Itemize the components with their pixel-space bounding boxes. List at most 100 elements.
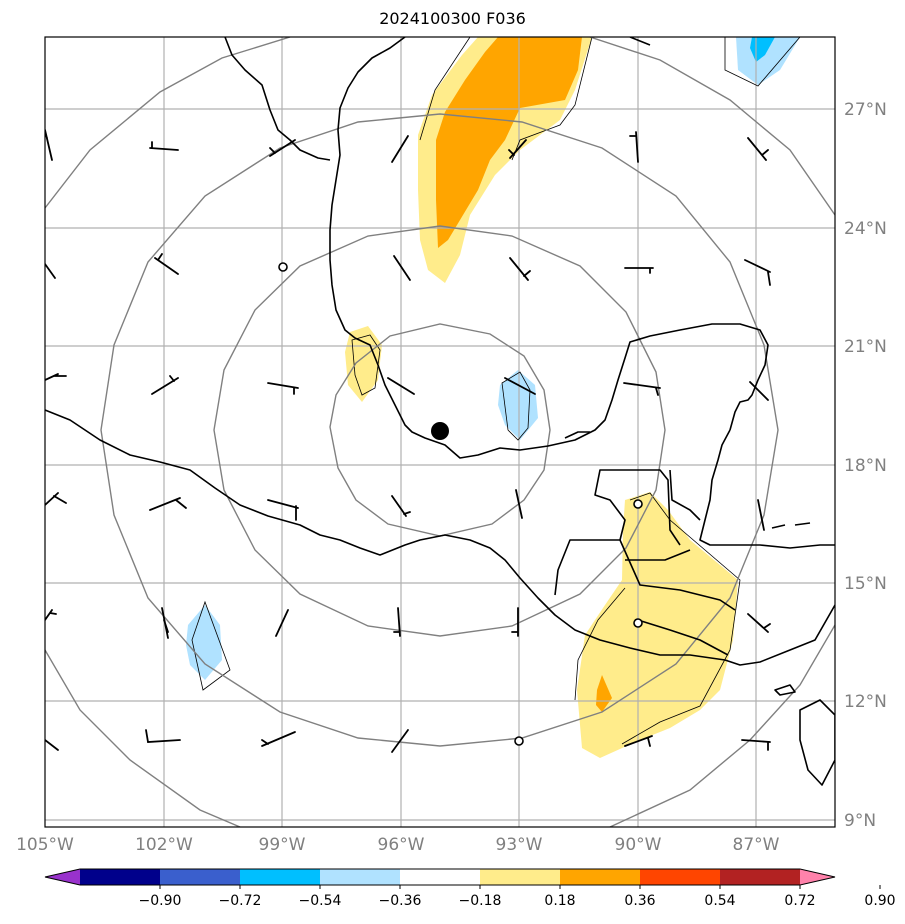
calm-marker — [278, 262, 288, 272]
wind-barb — [45, 263, 56, 279]
negative-anomaly-region-pacific — [186, 605, 222, 680]
colorbar-tick-label: −0.54 — [299, 893, 342, 909]
colorbar-segment — [400, 869, 481, 885]
wind-barb — [624, 735, 653, 747]
central-america-borders — [619, 539, 736, 656]
contour-outlines — [191, 37, 801, 745]
wind-barb — [747, 613, 771, 633]
lat-label: 12°N — [844, 692, 887, 712]
colorbar-tick-label: 0.72 — [784, 893, 815, 909]
colorbar-tick-label: 0.90 — [864, 893, 895, 909]
longitude-labels: 105°W 102°W 99°W 96°W 93°W 90°W 87°W — [16, 835, 780, 855]
lat-label: 18°N — [844, 456, 887, 476]
colorbar-segment — [640, 869, 721, 885]
gridlines — [45, 37, 835, 827]
colorbar-segment — [320, 869, 401, 885]
colorbar-tick-label: 0.54 — [704, 893, 735, 909]
calm-markers — [278, 262, 643, 746]
wind-barb — [509, 257, 531, 281]
lat-label: 21°N — [844, 337, 887, 357]
negative-anomaly-region-campeche — [498, 370, 538, 440]
calm-marker — [514, 736, 524, 746]
calm-marker — [633, 499, 643, 509]
storm-center-marker — [431, 422, 449, 440]
wind-barb — [161, 607, 169, 639]
gulf-coastline-west — [329, 37, 769, 459]
wind-barb — [504, 377, 536, 395]
wind-barb — [623, 382, 661, 396]
colorbar-tick-label: 0.18 — [544, 893, 575, 909]
wind-barbs — [45, 129, 771, 753]
pacific-coastline — [45, 409, 835, 666]
lat-label: 24°N — [844, 219, 887, 239]
positive-anomaly-region-coast — [345, 326, 382, 402]
lon-label: 99°W — [259, 835, 306, 855]
wind-barb — [757, 499, 765, 531]
wind-barb — [154, 253, 179, 275]
wind-barb — [267, 382, 299, 395]
wind-barb — [45, 492, 67, 506]
positive-anomaly-region-north-core — [436, 37, 582, 248]
colorbar-tick-label: −0.72 — [219, 893, 262, 909]
wind-barb — [45, 609, 57, 621]
lon-label: 90°W — [615, 835, 662, 855]
range-ring-4 — [45, 37, 291, 209]
latitude-labels: 27°N 24°N 21°N 18°N 15°N 12°N 9°N — [844, 100, 887, 831]
range-ring-3 — [100, 113, 779, 747]
colorbar-outline — [44, 868, 836, 886]
colorbar-extension-high — [800, 869, 835, 885]
colorbar-extension-low — [45, 869, 80, 885]
wind-barb — [744, 259, 771, 286]
wind-barb — [393, 607, 401, 637]
wind-barb — [149, 497, 187, 511]
wind-barb — [508, 139, 527, 159]
positive-anomaly-region-central-america — [577, 492, 738, 758]
lon-label: 102°W — [135, 835, 193, 855]
wind-barb — [629, 131, 639, 163]
yucatan-coastline-east — [699, 429, 835, 549]
range-ring-2 — [213, 225, 666, 637]
wind-barb — [145, 729, 181, 743]
lon-label: 105°W — [16, 835, 74, 855]
colorbar-tick-label: −0.18 — [459, 893, 502, 909]
calm-marker — [633, 618, 643, 628]
range-rings — [45, 37, 835, 827]
figure-title: 2024100300 F036 — [379, 9, 526, 28]
colorbar-tick-label: −0.90 — [139, 893, 182, 909]
colorbar: −0.90 −0.72 −0.54 −0.36 −0.18 0.18 0.36 0.54 0.7… — [44, 868, 896, 909]
colorbar-segment — [720, 869, 801, 885]
wind-barb — [149, 141, 179, 151]
lat-label: 9°N — [844, 811, 876, 831]
lon-label: 93°W — [496, 835, 543, 855]
colorbar-tick-label: 0.36 — [624, 893, 655, 909]
mexico-guatemala-border — [554, 469, 681, 596]
wind-barb — [275, 609, 289, 637]
wind-barb — [624, 267, 654, 274]
colorbar-segment — [240, 869, 321, 885]
colorbar-segment — [480, 869, 561, 885]
colorbar-segment — [560, 869, 641, 885]
map-frame — [44, 36, 836, 828]
wind-barb — [749, 381, 769, 401]
lat-label: 15°N — [844, 574, 887, 594]
wind-barb — [45, 739, 59, 751]
range-ring-1 — [329, 323, 551, 537]
wind-barb — [511, 607, 519, 637]
wind-barb — [515, 489, 523, 519]
lon-label: 87°W — [733, 835, 780, 855]
wind-barb — [393, 255, 411, 281]
wind-barb — [151, 375, 179, 395]
wind-barb — [387, 377, 415, 395]
wind-barb — [261, 731, 296, 747]
wind-barb — [747, 137, 769, 161]
wind-barb — [267, 499, 299, 521]
lat-label: 27°N — [844, 100, 887, 120]
colorbar-tick-label: −0.36 — [379, 893, 422, 909]
wind-barb — [391, 495, 411, 517]
wind-barb — [45, 129, 53, 161]
colorbar-segment — [160, 869, 241, 885]
positive-anomaly-region-central-america-core — [596, 675, 612, 712]
colorbar-segment — [80, 869, 161, 885]
wind-barb — [741, 739, 771, 751]
